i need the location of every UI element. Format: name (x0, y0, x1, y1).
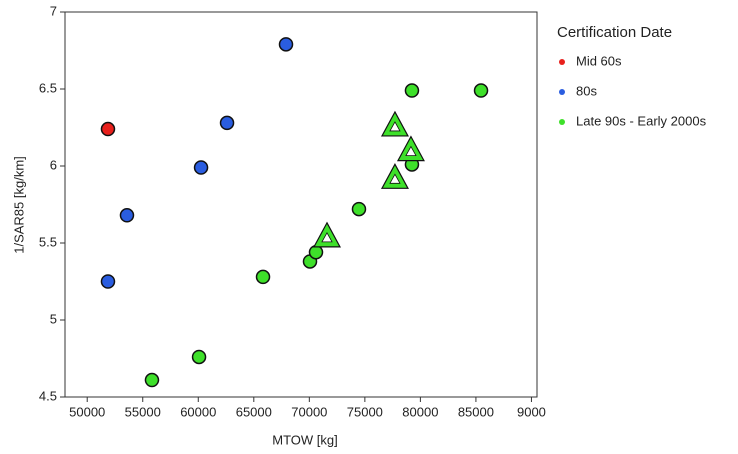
x-tick-label: 60000 (180, 404, 216, 419)
x-tick-label: 55000 (125, 404, 161, 419)
triangle-inner (389, 121, 401, 132)
triangle-inner (389, 173, 401, 184)
triangle-point (312, 221, 341, 248)
point (308, 244, 324, 260)
triangle-inner (321, 232, 333, 243)
legend-label: Mid 60s (576, 53, 622, 68)
legend-marker (559, 59, 565, 65)
x-tick-label: 50000 (69, 404, 105, 419)
y-tick-label: 6.5 (39, 80, 57, 95)
point (144, 372, 160, 388)
point (351, 201, 367, 217)
x-tick-label: 80000 (402, 404, 438, 419)
legend-title: Certification Date (557, 24, 672, 41)
y-tick-label: 4.5 (39, 388, 57, 403)
x-tick-label: 65000 (236, 404, 272, 419)
y-tick-label: 7 (50, 3, 57, 18)
x-axis-label: MTOW [kg] (272, 432, 337, 447)
point (100, 121, 116, 137)
point (191, 349, 207, 365)
point (100, 274, 116, 289)
legend-marker (559, 119, 565, 125)
y-tick-label: 5.5 (39, 234, 57, 249)
legend-marker (559, 89, 565, 95)
point (473, 83, 489, 98)
x-tick-label: 9000 (517, 404, 546, 419)
triangle-point (396, 135, 425, 162)
legend-label: 80s (576, 83, 597, 98)
point (119, 208, 135, 223)
point (193, 160, 209, 175)
x-tick-label: 75000 (347, 404, 383, 419)
plot-area (64, 11, 538, 398)
point (255, 269, 271, 285)
triangle-point (380, 163, 409, 189)
x-tick-label: 70000 (291, 404, 327, 419)
y-axis-label: 1/SAR85 [kg/km] (11, 156, 26, 254)
legend-label: Late 90s - Early 2000s (576, 113, 707, 128)
triangle-point (380, 110, 409, 137)
point (219, 115, 235, 131)
point (404, 83, 420, 98)
y-tick-label: 6 (50, 157, 57, 172)
triangle-inner (405, 145, 417, 156)
x-tick-label: 85000 (458, 404, 494, 419)
point (278, 37, 294, 52)
y-tick-label: 5 (50, 311, 57, 326)
